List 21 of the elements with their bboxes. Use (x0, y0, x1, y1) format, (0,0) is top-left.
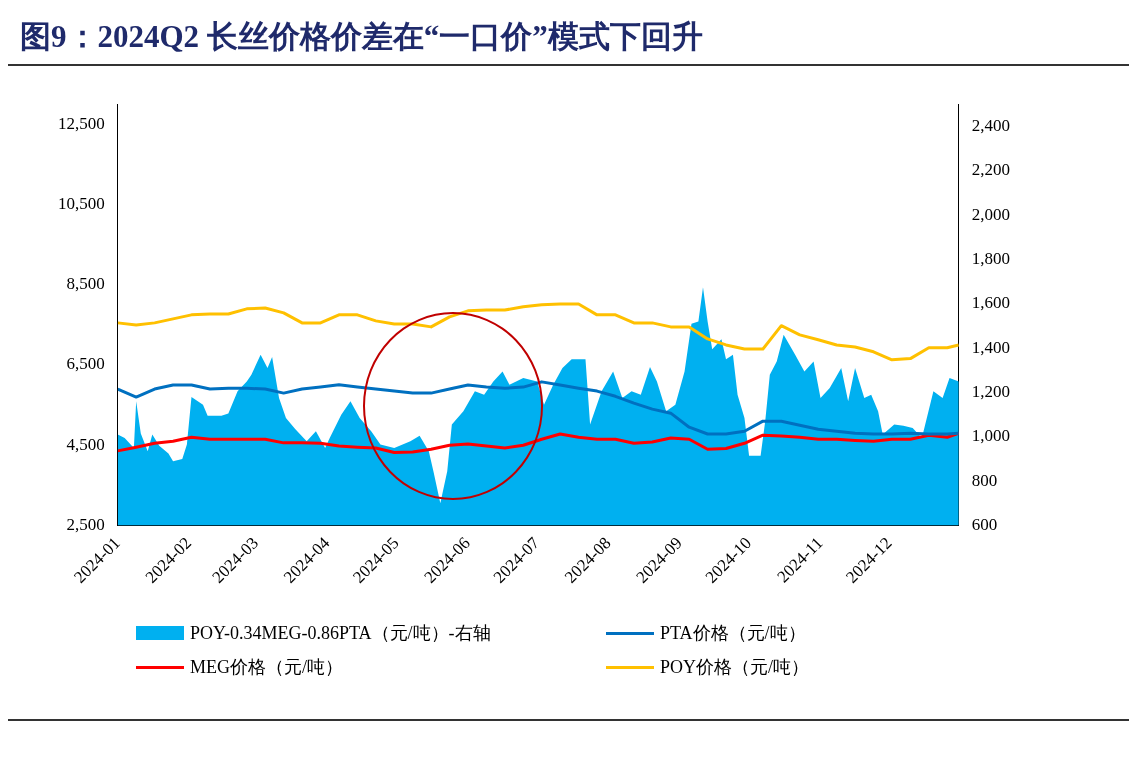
legend-label: POY-0.34MEG-0.86PTA（元/吨）-右轴 (190, 622, 491, 645)
y-tick-label: 4,500 (66, 434, 105, 454)
y2-tick-label: 2,000 (971, 204, 1010, 224)
legend-label: POY价格（元/吨） (660, 656, 810, 679)
chart-title: 图9：2024Q2 长丝价格价差在“一口价”模式下回升 (8, 8, 1129, 66)
legend-label: PTA价格（元/吨） (660, 622, 806, 645)
y-tick-label: 12,500 (58, 113, 105, 133)
y2-tick-label: 600 (971, 514, 998, 534)
y-tick-label: 2,500 (66, 514, 105, 534)
y2-tick-label: 1,200 (971, 381, 1010, 401)
y2-tick-label: 2,400 (971, 115, 1010, 135)
y2-tick-label: 1,600 (971, 293, 1010, 313)
legend-label: MEG价格（元/吨） (190, 656, 343, 679)
y2-tick-label: 1,000 (971, 426, 1010, 446)
y2-tick-label: 800 (971, 470, 998, 490)
y-tick-label: 10,500 (58, 193, 105, 213)
y2-tick-label: 1,400 (971, 337, 1010, 357)
y-tick-label: 8,500 (66, 274, 105, 294)
y2-tick-label: 1,800 (971, 248, 1010, 268)
y2-tick-label: 2,200 (971, 160, 1010, 180)
y-tick-label: 6,500 (66, 354, 105, 374)
